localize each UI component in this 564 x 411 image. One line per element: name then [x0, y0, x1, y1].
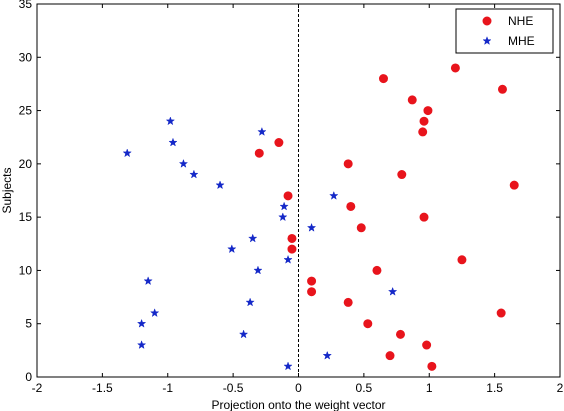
data-point-mhe: [322, 350, 332, 360]
series-mhe: [122, 116, 398, 371]
data-point-nhe: [423, 106, 433, 116]
x-tick-label: -1: [162, 381, 173, 395]
data-point-mhe: [278, 212, 288, 222]
data-point-nhe: [378, 74, 388, 84]
data-point-mhe: [136, 340, 147, 350]
data-point-nhe: [283, 191, 293, 201]
data-point-mhe: [165, 116, 176, 126]
data-point-nhe: [395, 329, 405, 339]
data-point-mhe: [215, 180, 225, 190]
data-point-nhe: [287, 244, 297, 254]
data-point-nhe: [419, 212, 429, 222]
y-tick-label: 10: [19, 263, 33, 277]
data-point-nhe: [397, 170, 407, 180]
data-point-nhe: [422, 340, 432, 350]
legend-marker-nhe: [482, 16, 492, 26]
x-axis-label: Projection onto the weight vector: [211, 398, 385, 411]
data-point-mhe: [168, 137, 178, 147]
data-point-nhe: [496, 308, 506, 318]
y-tick-label: 35: [19, 0, 33, 11]
legend-label-nhe: NHE: [508, 14, 533, 28]
data-point-nhe: [509, 180, 519, 190]
legend-marker-mhe: [482, 36, 492, 46]
legend-label-mhe: MHE: [508, 34, 535, 48]
y-tick-label: 0: [25, 370, 32, 384]
y-tick-label: 25: [19, 104, 33, 118]
data-point-nhe: [427, 361, 437, 371]
y-tick-label: 15: [19, 210, 33, 224]
data-point-nhe: [343, 297, 353, 307]
data-point-mhe: [387, 286, 398, 296]
series-nhe: [254, 63, 519, 371]
data-point-nhe: [343, 159, 353, 169]
data-point-mhe: [238, 329, 249, 339]
data-point-mhe: [227, 244, 237, 254]
data-point-nhe: [418, 127, 428, 137]
x-tick-label: -2: [32, 381, 43, 395]
legend: NHE MHE: [455, 8, 554, 54]
data-point-mhe: [279, 201, 289, 211]
x-tick-label: 2: [557, 381, 564, 395]
data-point-nhe: [450, 63, 460, 73]
x-tick-label: 0: [295, 381, 302, 395]
data-point-nhe: [307, 287, 317, 297]
x-tick-label: -1.5: [92, 381, 113, 395]
data-point-mhe: [136, 318, 147, 328]
data-point-mhe: [149, 308, 160, 318]
data-point-mhe: [189, 169, 199, 179]
data-point-mhe: [248, 233, 258, 243]
data-point-mhe: [257, 126, 267, 136]
data-point-mhe: [253, 265, 263, 275]
y-tick-label: 30: [19, 50, 33, 64]
x-tick-label: -0.5: [223, 381, 244, 395]
data-point-mhe: [245, 297, 255, 307]
x-tick-label: 1: [426, 381, 433, 395]
data-point-mhe: [178, 158, 189, 168]
data-point-mhe: [306, 222, 317, 232]
x-tick-label: 0.5: [356, 381, 373, 395]
data-point-nhe: [385, 351, 395, 361]
data-point-nhe: [407, 95, 417, 105]
data-point-mhe: [283, 254, 293, 264]
data-point-nhe: [356, 223, 366, 233]
data-point-mhe: [122, 148, 132, 158]
data-point-nhe: [457, 255, 467, 265]
legend-box: [455, 8, 554, 54]
x-tick-label: 1.5: [486, 381, 503, 395]
data-point-mhe: [283, 361, 293, 371]
data-point-nhe: [307, 276, 317, 286]
y-tick-label: 5: [25, 317, 32, 331]
data-point-nhe: [274, 138, 284, 148]
data-point-nhe: [346, 201, 356, 211]
data-points: [122, 63, 519, 371]
data-point-mhe: [329, 190, 339, 200]
data-point-nhe: [419, 116, 429, 126]
data-point-nhe: [497, 84, 507, 94]
data-point-nhe: [372, 265, 382, 275]
data-point-nhe: [254, 148, 264, 158]
y-axis-label: Subjects: [0, 167, 14, 213]
data-point-nhe: [363, 319, 373, 329]
data-point-mhe: [143, 276, 153, 286]
y-tick-label: 20: [19, 157, 33, 171]
data-point-nhe: [287, 233, 297, 243]
